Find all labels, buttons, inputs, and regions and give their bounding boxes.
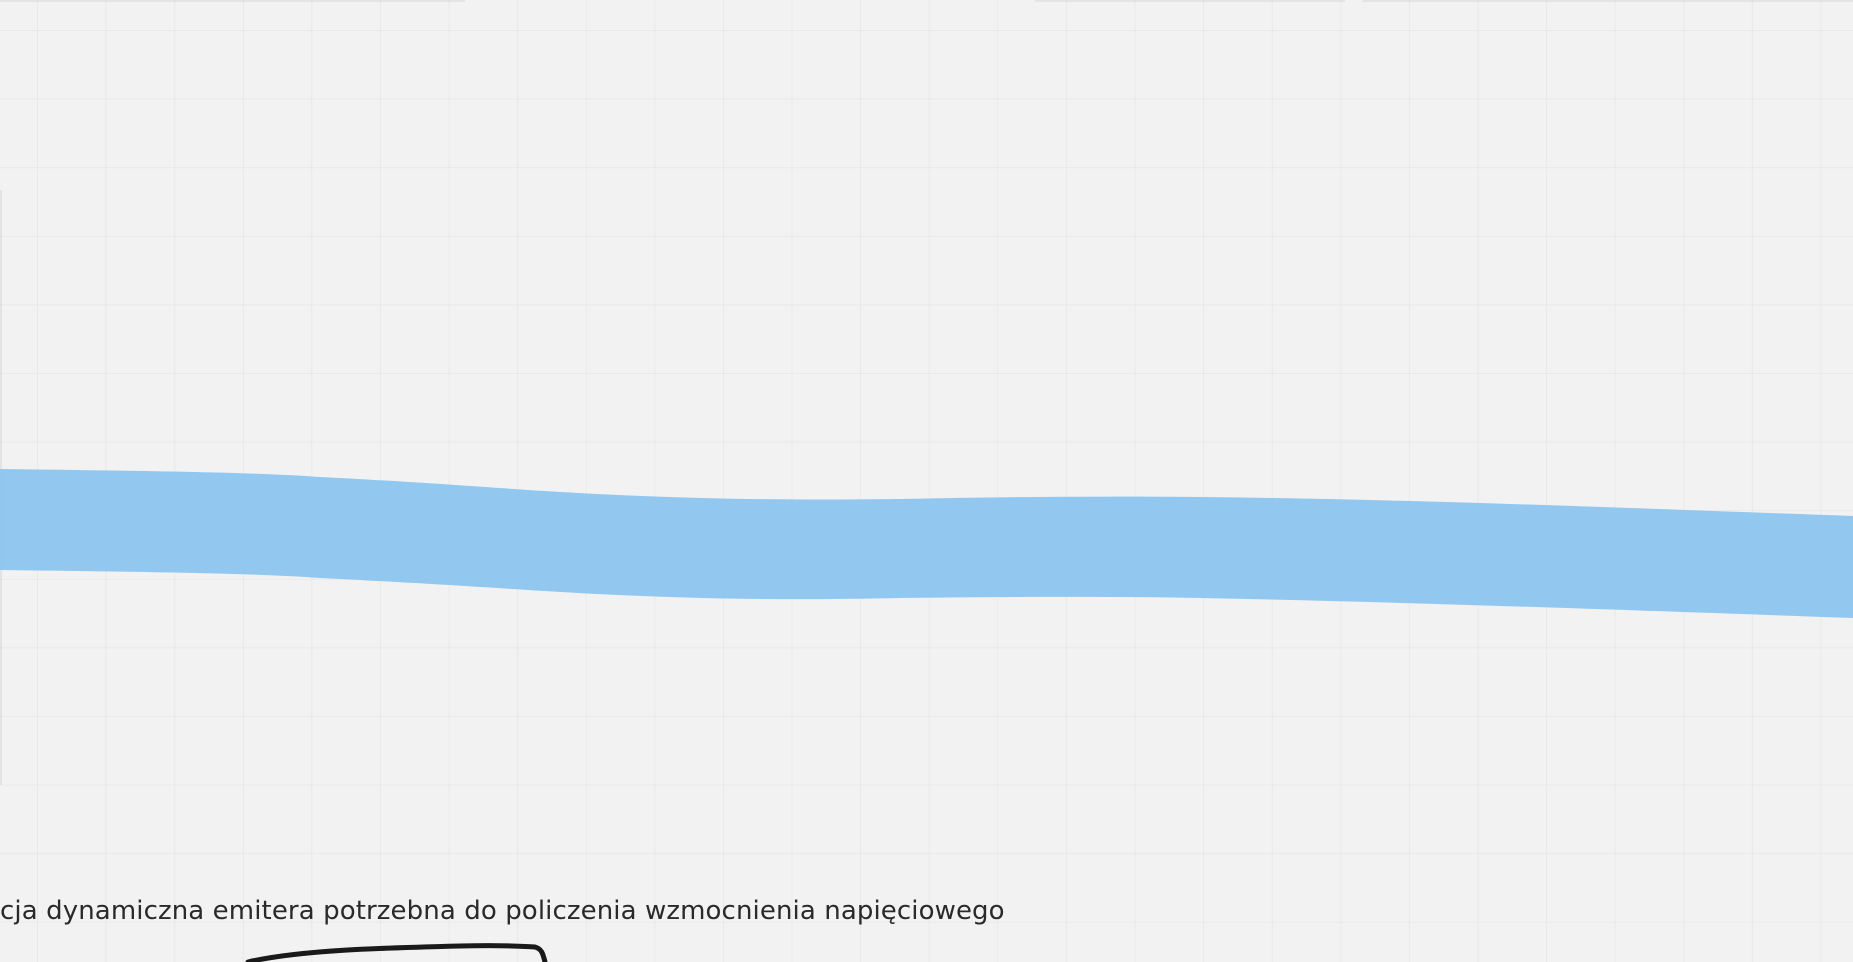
offscreen-object-edge — [1035, 0, 1345, 2]
text-note[interactable]: cja dynamiczna emitera potrzebna do poli… — [0, 896, 1005, 926]
offscreen-object-edge — [1362, 0, 1853, 2]
highlighter-stroke[interactable] — [0, 469, 1853, 618]
pen-stroke[interactable] — [245, 943, 548, 962]
offscreen-object-edge — [0, 0, 465, 2]
